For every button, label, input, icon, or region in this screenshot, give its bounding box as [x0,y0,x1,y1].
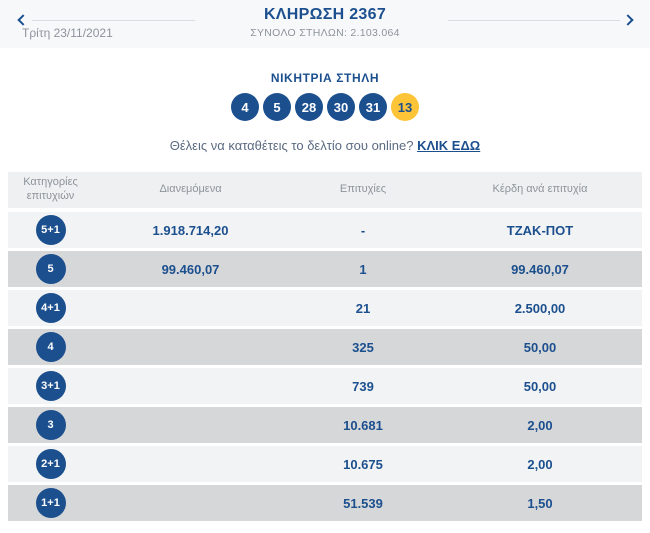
table-row: 1+1 51.539 1,50 [8,485,642,521]
column-header-categories: Κατηγορίες επιτυχιών [23,176,78,202]
category-badge: 3 [35,410,66,440]
column-header-wins: Επιτυχίες [339,183,387,196]
online-promo-text: Θέλεις να καταθέτεις το δελτίο σου onlin… [0,138,650,153]
draw-title: ΚΛΗΡΩΣΗ 2367 [263,6,387,23]
wins-value: 51.539 [343,495,383,511]
category-badge: 4+1 [35,293,66,323]
wins-value: 1 [359,261,367,277]
table-row: 5 99.460,07 1 99.460,07 [8,251,642,287]
winning-number-ball: 31 [359,93,387,121]
winning-column-label: ΝΙΚΗΤΡΙΑ ΣΤΗΛΗ [270,71,380,85]
total-columns-label: ΣΥΝΟΛΟ ΣΤΗΛΩΝ: 2.103.064 [250,27,400,39]
header-divider-left [32,20,195,21]
winning-number-ball: 4 [231,93,259,121]
prize-table-body: 5+1 1.918.714,20 - ΤΖΑΚ-ΠΟΤ 5 99.460,07 … [8,212,642,521]
prize-table-header: Κατηγορίες επιτυχιών Διανεμόμενα Επιτυχί… [8,172,642,208]
prize-table: Κατηγορίες επιτυχιών Διανεμόμενα Επιτυχί… [8,172,642,521]
category-badge: 4 [35,332,66,362]
wins-value: 325 [352,339,374,355]
wins-value: 10.675 [343,456,383,472]
table-row: 5+1 1.918.714,20 - ΤΖΑΚ-ΠΟΤ [8,212,642,248]
draw-date: Τρίτη 23/11/2021 [22,26,113,40]
prize-per-win-value: 50,00 [523,339,557,355]
distributed-value: 99.460,07 [161,261,220,277]
prize-per-win-value: 2,00 [527,417,553,433]
winning-number-ball: 30 [327,93,355,121]
wins-value: 739 [352,378,374,394]
category-badge: 5+1 [35,215,66,245]
table-row: 4+1 21 2.500,00 [8,290,642,326]
winning-number-ball: 28 [295,93,323,121]
promo-question: Θέλεις να καταθέτεις το δελτίο σου onlin… [169,138,414,153]
category-badge: 2+1 [35,449,66,479]
draw-navigation-bar: Τρίτη 23/11/2021 ΚΛΗΡΩΣΗ 2367 ΣΥΝΟΛΟ ΣΤΗ… [0,0,650,48]
table-row: 3 10.681 2,00 [8,407,642,443]
prize-per-win-value: 2.500,00 [514,300,566,316]
prize-per-win-value: 2,00 [527,456,553,472]
distributed-value: 1.918.714,20 [152,222,229,238]
wins-value: 21 [355,300,371,316]
prize-per-win-value: 99.460,07 [511,261,569,277]
wins-value: - [360,222,366,238]
winning-number-ball: 5 [263,93,291,121]
category-badge: 5 [35,254,66,284]
prize-per-win-value: 50,00 [523,378,557,394]
table-row: 2+1 10.675 2,00 [8,446,642,482]
prize-per-win-value: 1,50 [527,495,553,511]
table-row: 4 325 50,00 [8,329,642,365]
category-badge: 1+1 [35,488,66,518]
chevron-right-icon [621,14,634,26]
header-divider-right [448,20,620,21]
bonus-number-ball: 13 [391,93,419,121]
table-row: 3+1 739 50,00 [8,368,642,404]
winning-column-section: ΝΙΚΗΤΡΙΑ ΣΤΗΛΗ 4 5 28 30 31 13 Θέλεις να κατα… [0,71,650,153]
column-header-prize-per-win: Κέρδη ανά επιτυχία [492,183,588,196]
next-draw-button[interactable] [620,11,638,29]
column-header-distributed: Διανεμόμενα [159,183,222,196]
click-here-link[interactable]: ΚΛΙΚ ΕΔΩ [417,138,481,153]
prize-per-win-value: ΤΖΑΚ-ΠΟΤ [506,222,574,238]
wins-value: 10.681 [343,417,383,433]
winning-numbers: 4 5 28 30 31 13 [0,93,650,121]
category-badge: 3+1 [35,371,66,401]
